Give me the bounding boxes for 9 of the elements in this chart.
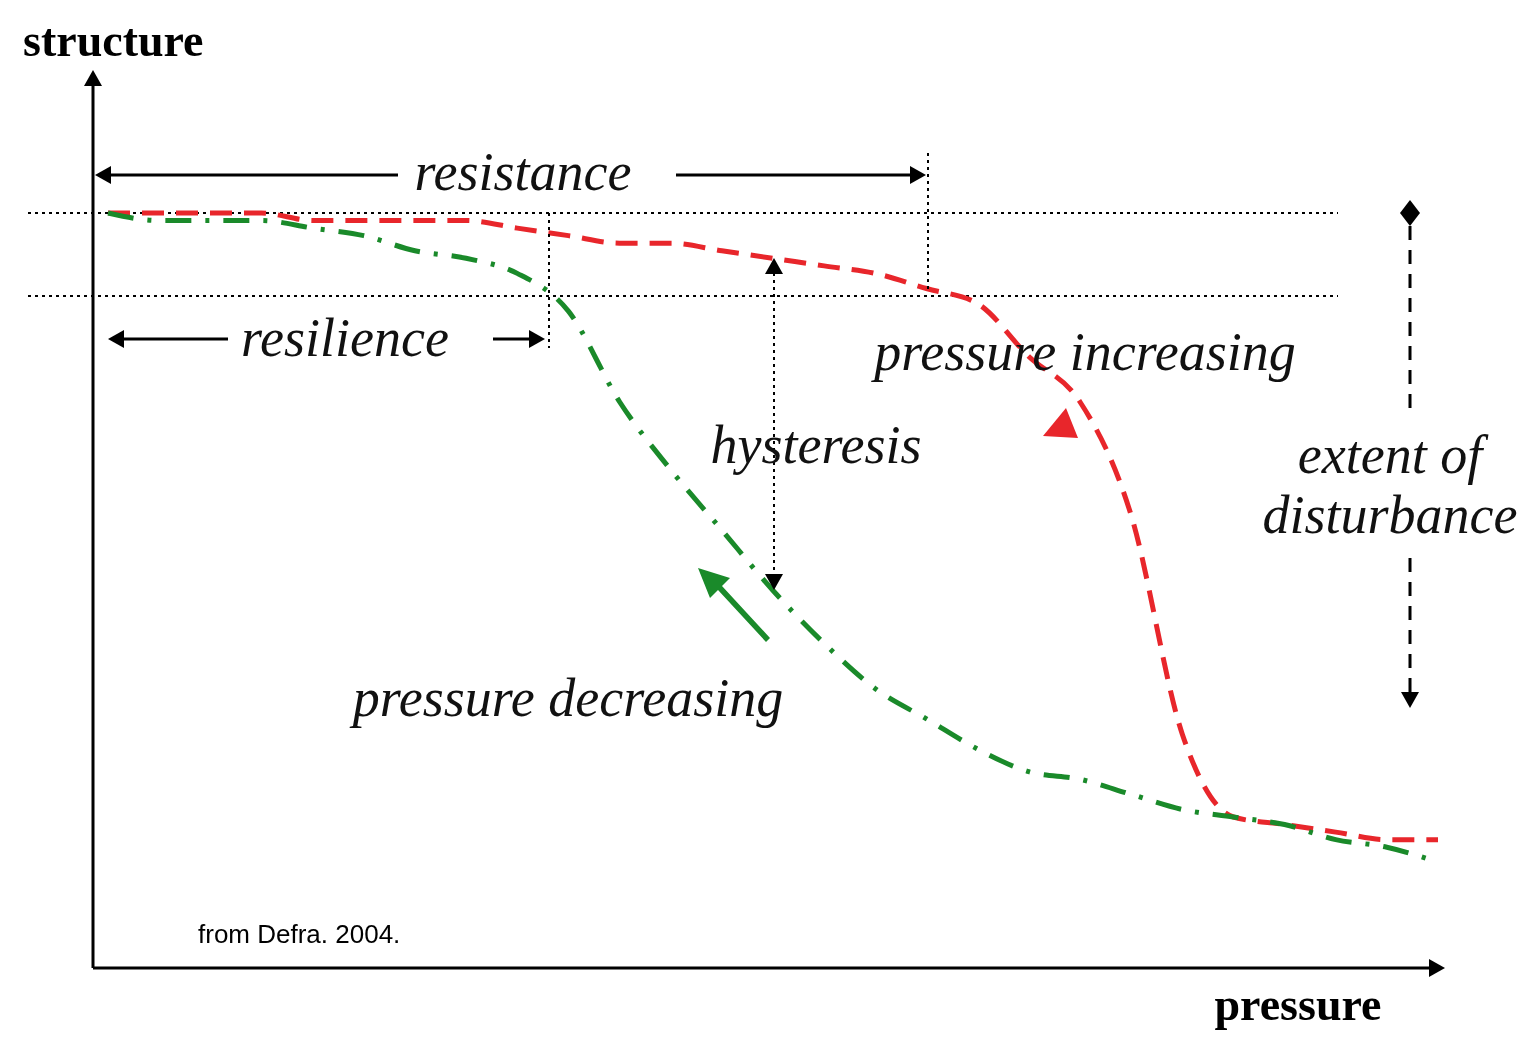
annotation: extent of disturbance [1262,425,1518,545]
annotation: pressure decreasing [348,668,784,728]
y-axis-title: structure [23,15,204,66]
text: resistance [414,142,632,202]
x-axis-title: pressure [1214,979,1382,1030]
annotation: pressure increasing [870,322,1296,382]
annotation: hysteresis [710,415,922,475]
annotation: resilience [241,308,449,368]
annotation: from Defra. 2004. [198,919,401,949]
